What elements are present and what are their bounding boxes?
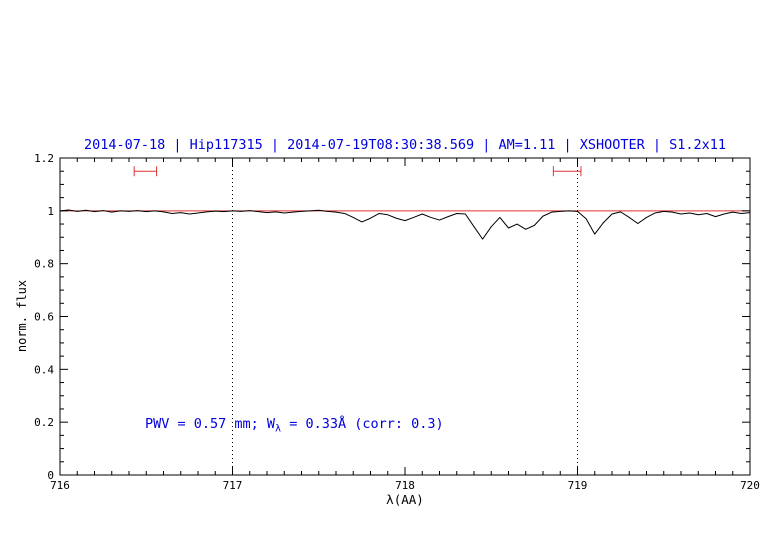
- pwv-annotation-pre: PWV = 0.57 mm; W: [145, 416, 276, 432]
- x-axis-label: λ(AA): [386, 492, 424, 507]
- y-tick-label: 0.4: [34, 363, 54, 376]
- y-tick-label: 1.2: [34, 152, 54, 165]
- x-tick-label: 718: [395, 479, 415, 492]
- x-tick-label: 720: [740, 479, 760, 492]
- y-tick-label: 0.8: [34, 258, 54, 271]
- x-tick-label: 716: [50, 479, 70, 492]
- pwv-annotation-sub: λ: [275, 423, 282, 435]
- y-tick-label: 0.2: [34, 416, 54, 429]
- plot-frame: [59, 157, 751, 476]
- pwv-annotation-post: = 0.33Å (corr: 0.3): [281, 416, 444, 432]
- y-tick-label: 0: [47, 469, 54, 482]
- y-tick-label: 1: [47, 205, 54, 218]
- x-tick-label: 719: [568, 479, 588, 492]
- spectrum-line: [59, 209, 751, 240]
- x-tick-label: 717: [223, 479, 243, 492]
- plot-title: 2014-07-18 | Hip117315 | 2014-07-19T08:3…: [83, 137, 727, 153]
- y-tick-label: 0.6: [34, 311, 54, 324]
- pwv-annotation: PWV = 0.57 mm; Wλ = 0.33Å (corr: 0.3): [145, 416, 444, 435]
